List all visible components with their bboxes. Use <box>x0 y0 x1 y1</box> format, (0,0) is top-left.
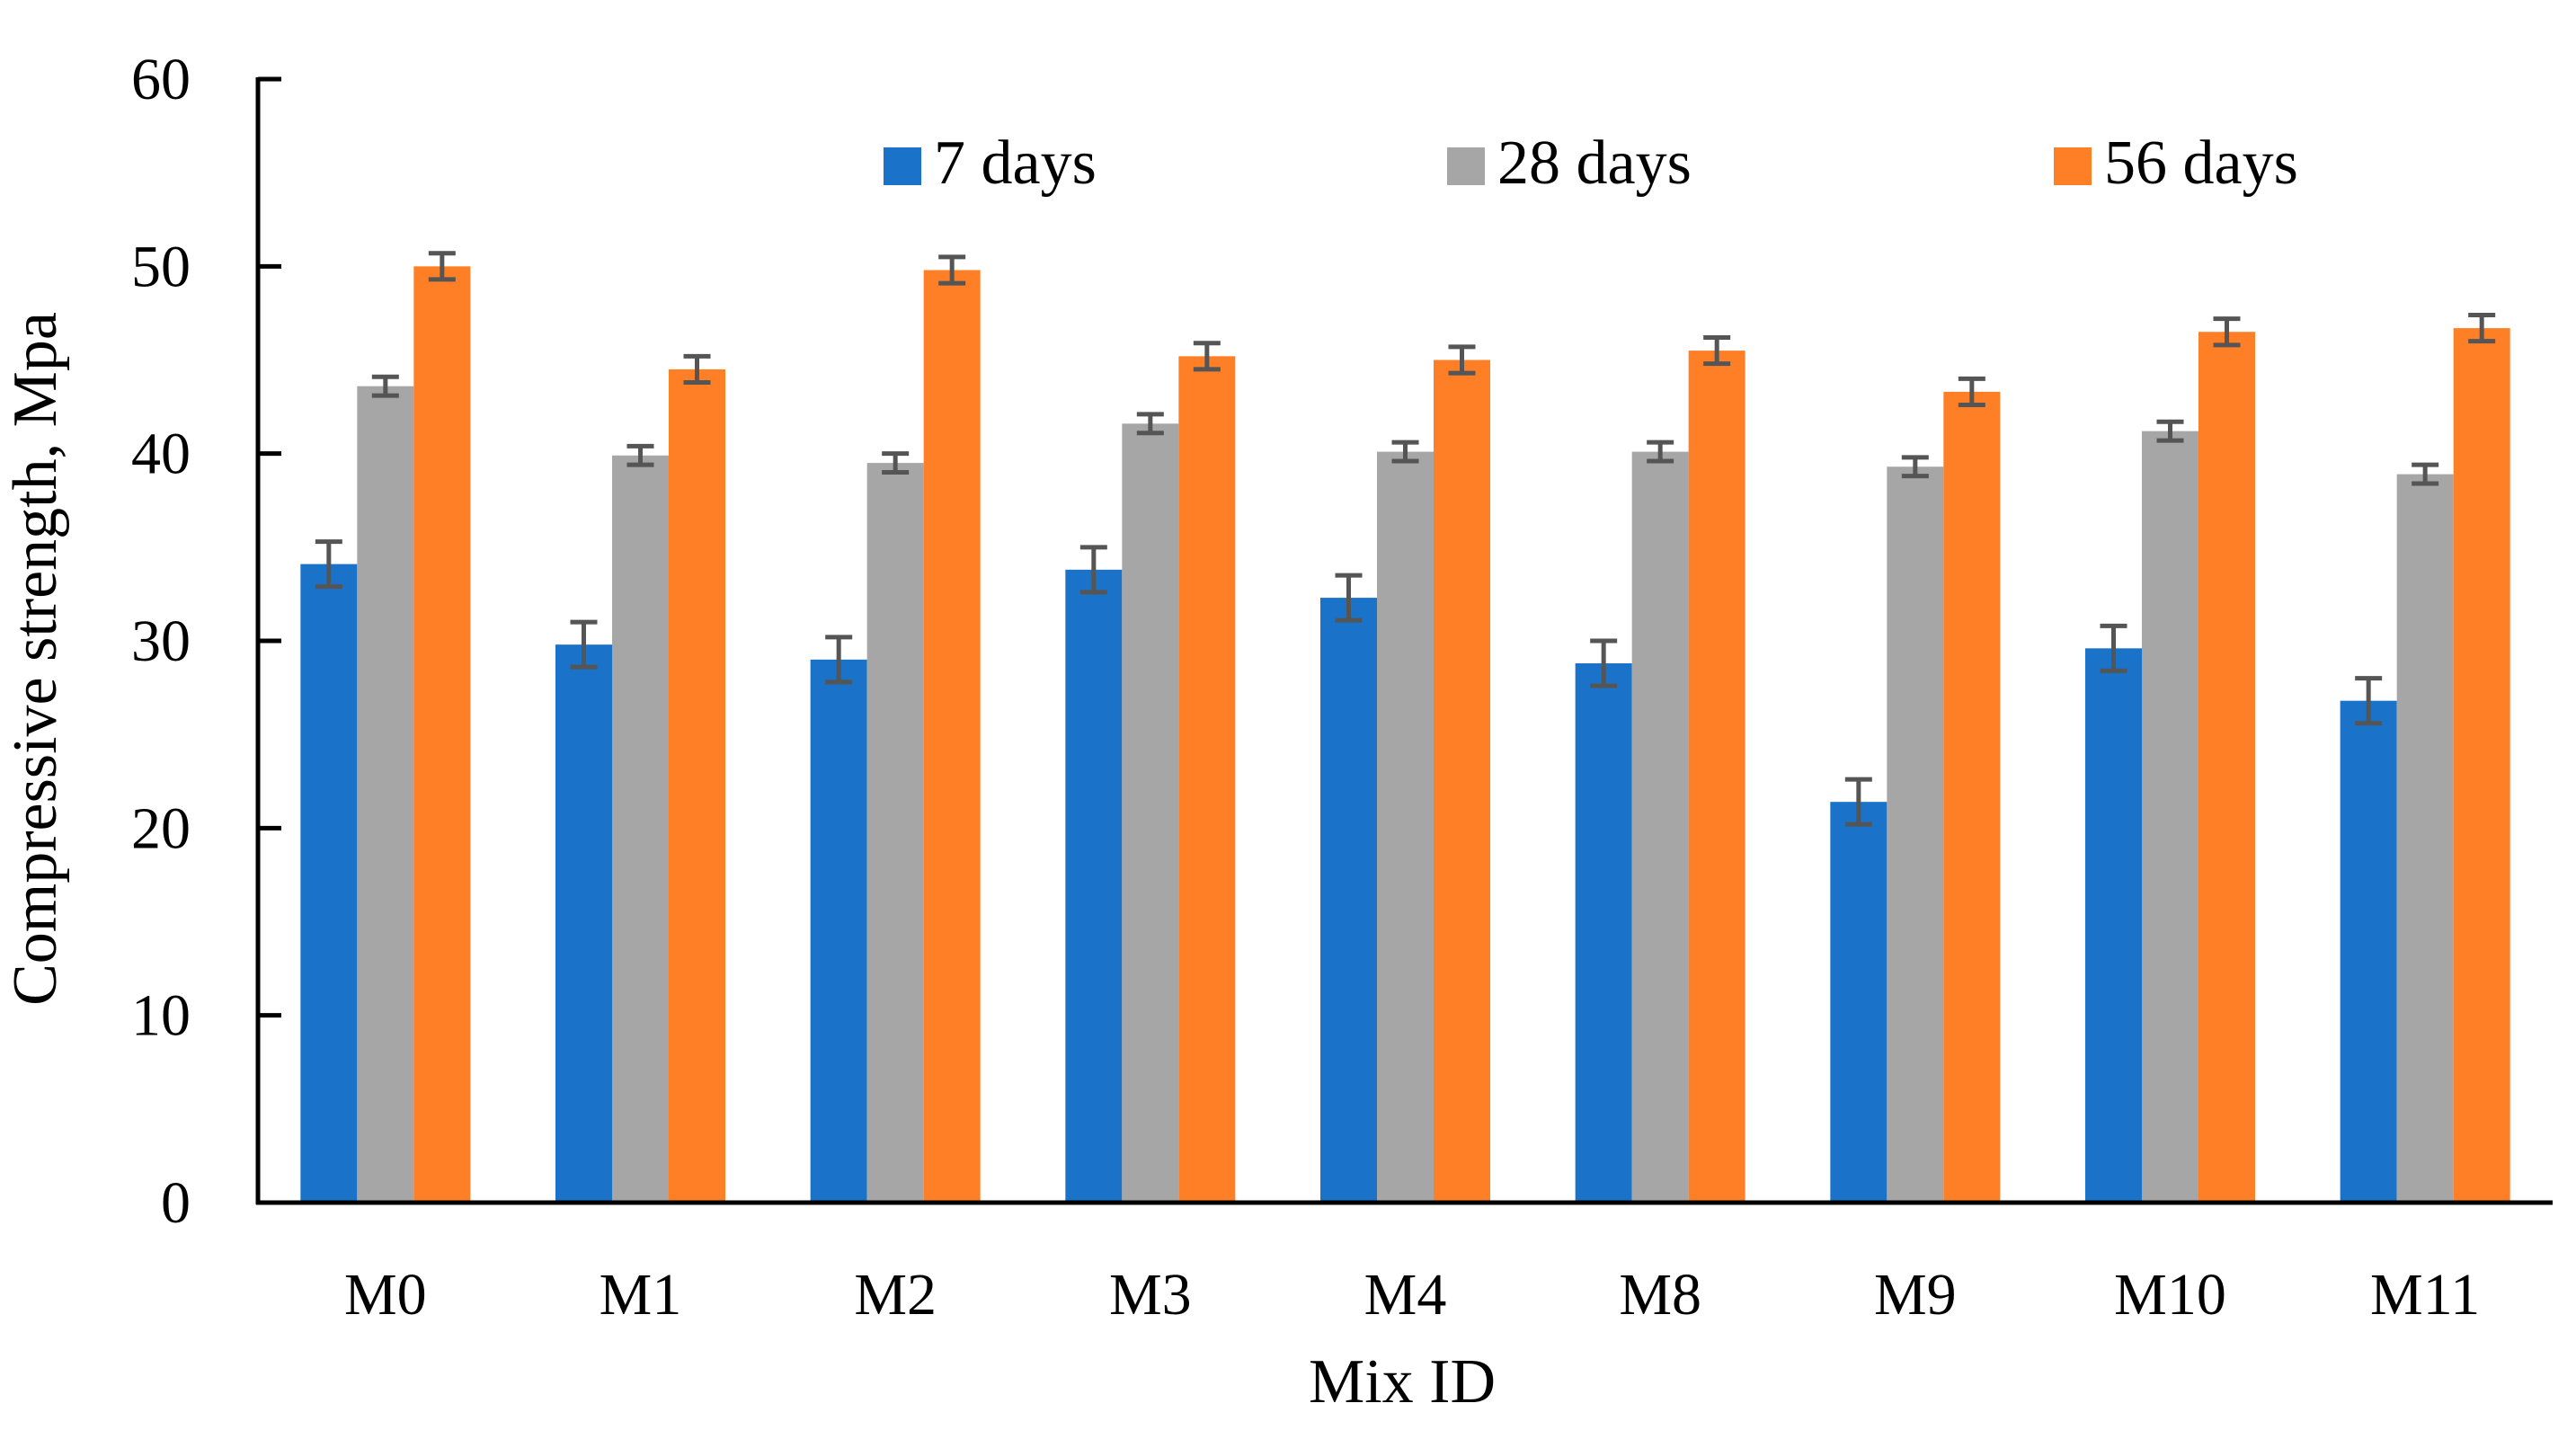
bar-m9-7-days <box>1830 802 1888 1203</box>
legend-swatch <box>2054 147 2092 185</box>
bar-m4-7-days <box>1320 598 1377 1203</box>
error-bar-m10-28-days <box>2156 419 2184 443</box>
bar-m11-56-days <box>2453 328 2510 1203</box>
bar-m11-28-days <box>2396 474 2454 1203</box>
x-tick-label: M10 <box>2114 1262 2226 1328</box>
x-tick-label: M2 <box>854 1262 937 1328</box>
bar-m4-56-days <box>1434 360 1490 1203</box>
y-tick-label: 20 <box>131 795 191 861</box>
x-tick-label: M4 <box>1364 1262 1447 1328</box>
error-bar-m0-56-days <box>428 251 456 282</box>
bar-m8-56-days <box>1688 351 1745 1203</box>
bar-m1-56-days <box>669 369 725 1204</box>
error-bars-layer <box>315 251 2496 827</box>
error-bar-m10-7-days <box>2100 623 2127 673</box>
x-tick-label: M11 <box>2370 1262 2480 1328</box>
error-bar-m4-56-days <box>1448 344 1476 376</box>
error-bar-m4-28-days <box>1391 440 1419 464</box>
bar-m9-28-days <box>1887 466 1944 1203</box>
error-bar-m2-28-days <box>882 451 910 475</box>
legend-swatch <box>1447 147 1485 185</box>
legend-label: 56 days <box>2104 129 2298 198</box>
bar-m3-7-days <box>1065 569 1123 1203</box>
error-bar-m1-28-days <box>626 443 654 467</box>
bar-m0-28-days <box>357 386 414 1204</box>
error-bar-m1-7-days <box>570 619 598 670</box>
bar-m1-28-days <box>612 455 669 1203</box>
bar-m9-56-days <box>1943 391 2001 1204</box>
error-bar-m2-56-days <box>938 254 966 286</box>
error-bar-m8-7-days <box>1590 638 1618 688</box>
error-bar-m1-56-days <box>683 353 711 385</box>
error-bar-m3-7-days <box>1079 545 1107 595</box>
y-axis-title: Compressive strength, Mpa <box>1 312 70 1006</box>
error-bar-m11-56-days <box>2468 313 2496 344</box>
error-bar-m0-28-days <box>371 374 399 398</box>
bar-m10-28-days <box>2142 431 2198 1204</box>
error-bar-m8-56-days <box>1703 335 1731 367</box>
axes-layer: M0 M1 M2 M3 M4 M8 M9 M10 M11 0 10 20 30 40 50 60 <box>131 47 2553 1328</box>
bar-m2-7-days <box>810 659 867 1203</box>
legend: 7 days 28 days 56 days <box>884 129 2298 198</box>
bar-m2-56-days <box>923 270 981 1203</box>
bar-m3-56-days <box>1178 356 1236 1203</box>
bar-m3-28-days <box>1122 423 1179 1203</box>
bar-m10-56-days <box>2198 332 2255 1203</box>
x-tick-label: M3 <box>1109 1262 1192 1328</box>
x-axis-title: Mix ID <box>1309 1347 1496 1417</box>
x-tick-label: M8 <box>1619 1262 1701 1328</box>
legend-item-56-days: 56 days <box>2054 129 2298 198</box>
y-tick-label: 60 <box>131 47 191 112</box>
bar-m0-56-days <box>413 266 471 1203</box>
x-tick-label: M0 <box>344 1262 427 1328</box>
error-bar-m9-28-days <box>1901 455 1929 479</box>
bar-m8-7-days <box>1575 663 1632 1203</box>
y-tick-label: 50 <box>131 234 191 299</box>
error-bar-m9-7-days <box>1844 777 1872 827</box>
bar-m4-28-days <box>1377 451 1434 1203</box>
bar-m1-7-days <box>555 644 612 1203</box>
y-tick-label: 30 <box>131 608 191 674</box>
legend-label: 28 days <box>1497 129 1692 198</box>
bar-m11-7-days <box>2340 700 2397 1203</box>
error-bar-m9-56-days <box>1958 376 1985 407</box>
bar-m2-28-days <box>866 463 924 1203</box>
bars-layer <box>300 266 2510 1204</box>
bar-m10-7-days <box>2085 648 2142 1203</box>
x-tick-label: M9 <box>1874 1262 1957 1328</box>
bar-m0-7-days <box>300 564 358 1203</box>
bar-m8-28-days <box>1631 451 1689 1203</box>
error-bar-m4-7-days <box>1335 573 1363 623</box>
legend-item-28-days: 28 days <box>1447 129 1692 198</box>
error-bar-m0-7-days <box>315 539 342 590</box>
legend-label: 7 days <box>934 129 1097 198</box>
error-bar-m11-28-days <box>2412 462 2439 486</box>
error-bar-m2-7-days <box>825 635 853 685</box>
error-bar-m3-28-days <box>1136 412 1164 436</box>
legend-item-7-days: 7 days <box>884 129 1097 198</box>
error-bar-m8-28-days <box>1647 440 1674 464</box>
error-bar-m3-56-days <box>1193 341 1221 372</box>
error-bar-m11-7-days <box>2355 676 2383 726</box>
legend-swatch <box>884 147 921 185</box>
error-bar-m10-56-days <box>2213 316 2241 348</box>
y-tick-label: 0 <box>161 1170 191 1236</box>
y-tick-label: 40 <box>131 422 191 487</box>
y-tick-label: 10 <box>131 983 191 1049</box>
x-tick-label: M1 <box>600 1262 682 1328</box>
